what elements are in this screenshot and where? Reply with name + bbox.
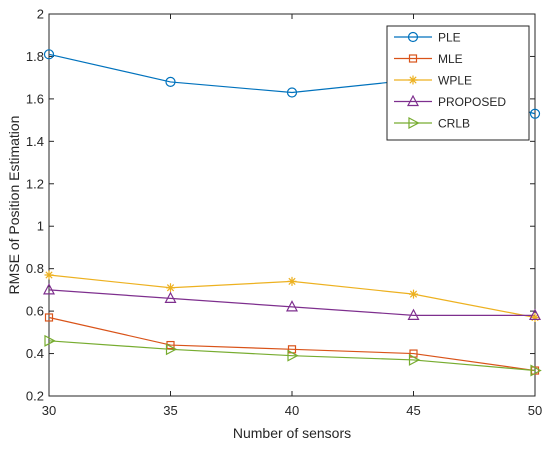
- legend-label-mle: MLE: [438, 52, 463, 66]
- x-axis-title: Number of sensors: [233, 425, 351, 441]
- series-line-mle: [48, 316, 536, 372]
- legend-marker-crlb: [408, 117, 420, 129]
- y-tick-label: 1.4: [26, 134, 44, 149]
- legend: PLE MLE WPLE PROPOSED CRLB: [386, 25, 530, 141]
- axis-ticks: 30 35 40 45 50 0.2 0.4 0.6 0.8 1 1.2 1.4 1.6 1.8 2: [26, 7, 542, 419]
- data-point-crlb: [408, 353, 421, 366]
- series-markers: [43, 49, 542, 377]
- y-tick-label: 0.8: [26, 261, 44, 276]
- series-line-crlb: [48, 340, 536, 372]
- data-point-proposed: [286, 300, 298, 312]
- legend-marker-ple: [407, 31, 419, 43]
- data-point-wple: [409, 289, 418, 299]
- series-line-proposed: [48, 289, 535, 316]
- y-tick-label: 0.2: [26, 389, 44, 404]
- y-tick-label: 2: [37, 7, 44, 22]
- data-point-ple: [286, 87, 298, 98]
- legend-label-proposed: PROPOSED: [438, 95, 506, 109]
- legend-label-wple: WPLE: [438, 74, 472, 88]
- data-point-crlb: [44, 334, 56, 347]
- legend-label-ple: PLE: [438, 31, 461, 45]
- legend-label-crlb: CRLB: [438, 117, 470, 131]
- legend-marker-mle: [408, 54, 418, 63]
- data-point-wple: [166, 283, 175, 293]
- data-point-ple: [165, 76, 176, 88]
- legend-marker-proposed: [407, 94, 419, 107]
- data-point-crlb: [530, 364, 542, 377]
- data-point-proposed: [407, 308, 420, 320]
- x-tick-label: 40: [285, 403, 299, 418]
- x-tick-label: 50: [528, 403, 542, 418]
- y-tick-label: 1.6: [26, 91, 44, 106]
- data-point-proposed: [164, 291, 177, 303]
- data-point-ple: [529, 108, 541, 119]
- x-tick-label: 35: [163, 403, 177, 418]
- x-tick-label: 45: [406, 403, 420, 418]
- x-tick-label: 30: [42, 403, 56, 418]
- y-tick-label: 1.2: [26, 176, 44, 191]
- data-point-ple: [43, 49, 55, 60]
- data-point-mle: [44, 313, 54, 322]
- data-point-crlb: [287, 349, 299, 362]
- y-tick-label: 0.6: [26, 304, 44, 319]
- y-tick-label: 1.8: [26, 49, 44, 64]
- data-point-proposed: [529, 308, 541, 320]
- data-point-wple: [287, 276, 297, 286]
- legend-marker-wple: [408, 75, 418, 85]
- data-point-proposed: [43, 283, 55, 295]
- y-tick-label: 1: [37, 219, 44, 234]
- data-point-crlb: [165, 343, 178, 356]
- y-tick-label: 0.4: [26, 346, 44, 361]
- data-point-wple: [44, 270, 54, 280]
- y-axis-title: RMSE of Position Estimation: [6, 116, 22, 295]
- data-point-wple: [530, 312, 540, 322]
